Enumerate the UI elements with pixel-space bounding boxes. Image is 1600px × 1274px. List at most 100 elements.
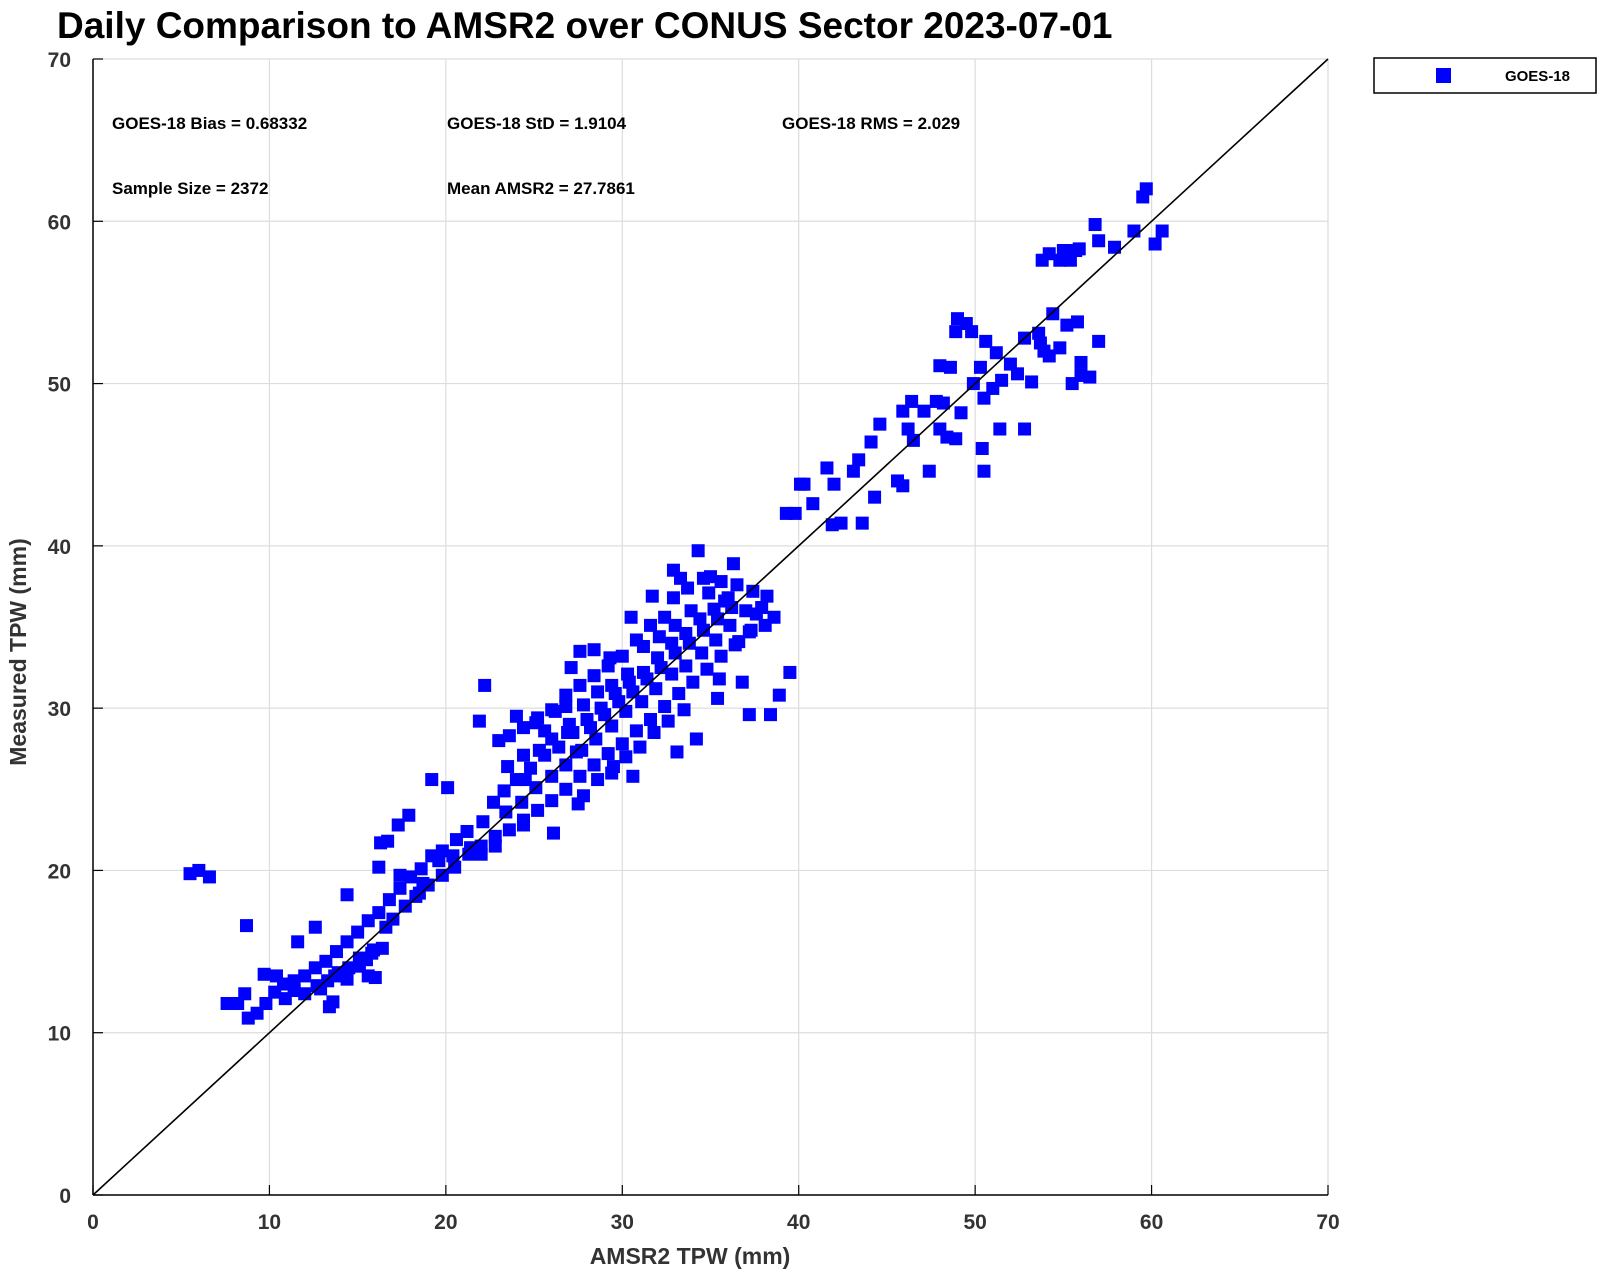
data-point [1042, 247, 1056, 261]
data-point [502, 729, 516, 743]
data-point [331, 966, 345, 980]
y-tick-label: 20 [48, 860, 71, 883]
data-point [545, 769, 559, 783]
tick-labels: 0 10 20 30 40 50 60 70 0 10 20 30 40 50 60 70 [48, 49, 1340, 1234]
data-point [640, 672, 654, 686]
data-point [846, 464, 860, 478]
data-point [365, 946, 379, 960]
data-point [516, 721, 530, 735]
data-point [989, 346, 1003, 360]
data-point [1092, 334, 1106, 348]
y-tick-label: 70 [48, 49, 71, 72]
x-axis-label: AMSR2 TPW (mm) [590, 1243, 791, 1269]
data-point [672, 687, 686, 701]
data-point [772, 688, 786, 702]
data-point [1070, 315, 1084, 329]
data-point [319, 954, 333, 968]
data-point [340, 888, 354, 902]
y-tick-label: 30 [48, 698, 71, 721]
data-point [192, 863, 206, 877]
legend-marker-goes-18 [1436, 68, 1451, 83]
data-point [1053, 341, 1067, 355]
data-point [308, 961, 322, 975]
data-point [381, 834, 395, 848]
data-point [626, 685, 640, 699]
stat-annotation: Sample Size = 2372 [112, 179, 268, 198]
data-point [714, 649, 728, 663]
data-point [531, 803, 545, 817]
data-point [995, 373, 1009, 387]
data-point [476, 815, 490, 829]
x-tick-label: 60 [1140, 1211, 1163, 1234]
data-point [1072, 242, 1086, 256]
y-tick-label: 10 [48, 1023, 71, 1046]
data-point [629, 633, 643, 647]
data-point [702, 586, 716, 600]
data-point [1155, 224, 1169, 238]
data-point [665, 667, 679, 681]
data-point [501, 760, 515, 774]
data-point [1025, 375, 1039, 389]
data-point [689, 732, 703, 746]
data-point [368, 971, 382, 985]
data-point [1108, 240, 1122, 254]
data-point [726, 557, 740, 571]
data-point [788, 506, 802, 520]
data-point [605, 719, 619, 733]
data-point [492, 734, 506, 748]
x-tick-label: 70 [1316, 1211, 1339, 1234]
data-point [742, 625, 756, 639]
data-point [564, 661, 578, 675]
data-point [460, 824, 474, 838]
data-point [975, 441, 989, 455]
axes [92, 58, 1329, 1196]
data-point [576, 698, 590, 712]
data-point [711, 612, 725, 626]
data-point [414, 862, 428, 876]
data-point [1148, 237, 1162, 251]
data-point [652, 630, 666, 644]
data-point [760, 589, 774, 603]
data-point [478, 678, 492, 692]
data-point [569, 745, 583, 759]
data-point [393, 881, 407, 895]
data-point [524, 761, 538, 775]
data-point [933, 359, 947, 373]
data-point [709, 633, 723, 647]
data-point [728, 638, 742, 652]
data-point [277, 977, 291, 991]
data-point [538, 748, 552, 762]
data-point [1083, 370, 1097, 384]
data-points [183, 182, 1169, 1025]
data-point [321, 974, 335, 988]
data-point [658, 610, 672, 624]
data-point [723, 618, 737, 632]
data-point [644, 713, 658, 727]
data-point [763, 708, 777, 722]
data-point [486, 795, 500, 809]
data-point [739, 604, 753, 618]
data-point [589, 732, 603, 746]
data-point [298, 969, 312, 983]
x-tick-label: 40 [787, 1211, 810, 1234]
data-point [686, 675, 700, 689]
data-point [966, 377, 980, 391]
data-point [587, 758, 601, 772]
x-tick-label: 20 [434, 1211, 457, 1234]
data-point [868, 490, 882, 504]
data-point [645, 589, 659, 603]
data-point [949, 325, 963, 339]
data-point [509, 709, 523, 723]
data-point [758, 618, 772, 632]
data-point [382, 893, 396, 907]
data-point [864, 435, 878, 449]
data-point [979, 334, 993, 348]
data-point [783, 665, 797, 679]
data-point [654, 661, 668, 675]
data-point [615, 737, 629, 751]
data-point [896, 479, 910, 493]
reference-line-group [92, 58, 1329, 1196]
data-point [552, 740, 566, 754]
data-point [1127, 224, 1141, 238]
